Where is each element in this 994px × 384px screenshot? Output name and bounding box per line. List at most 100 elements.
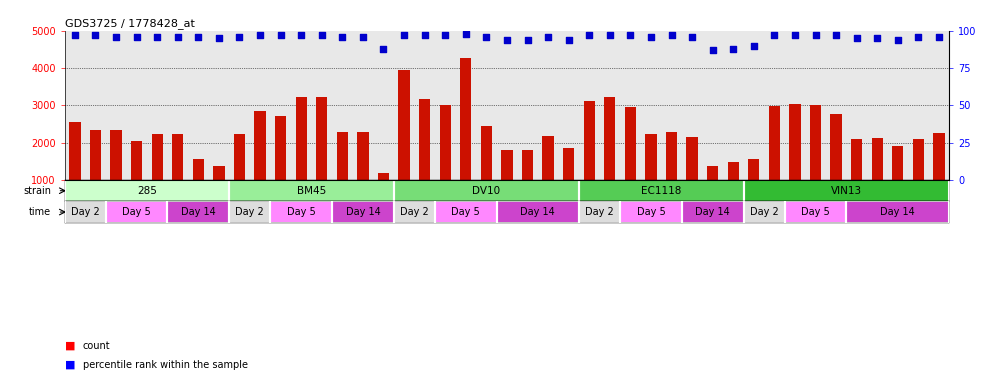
Bar — [682, 202, 744, 222]
Bar — [254, 111, 265, 180]
Bar — [687, 137, 698, 180]
Bar — [270, 202, 332, 222]
Bar — [105, 202, 167, 222]
Point — [108, 34, 124, 40]
Bar — [316, 97, 327, 180]
Bar — [167, 202, 230, 222]
Text: Day 2: Day 2 — [400, 207, 428, 217]
Bar — [933, 132, 944, 180]
Point — [314, 32, 330, 38]
Point — [746, 43, 761, 49]
Point — [478, 34, 494, 40]
Bar — [230, 180, 394, 201]
Text: Day 2: Day 2 — [749, 207, 778, 217]
Point — [807, 32, 823, 38]
Text: VIN13: VIN13 — [831, 186, 862, 196]
Bar — [645, 134, 657, 180]
Text: Day 14: Day 14 — [695, 207, 730, 217]
Text: BM45: BM45 — [297, 186, 326, 196]
Text: Day 5: Day 5 — [801, 207, 830, 217]
Bar — [399, 70, 410, 180]
Point — [787, 32, 803, 38]
Point — [664, 32, 680, 38]
Bar — [604, 97, 615, 180]
Text: count: count — [83, 341, 110, 351]
Text: strain: strain — [23, 186, 52, 196]
Bar — [378, 173, 390, 180]
Point — [334, 34, 350, 40]
Point — [458, 31, 474, 37]
Text: GDS3725 / 1778428_at: GDS3725 / 1778428_at — [65, 18, 195, 30]
Point — [272, 32, 288, 38]
Bar — [784, 202, 847, 222]
Text: Day 5: Day 5 — [636, 207, 665, 217]
Bar — [768, 106, 780, 180]
Bar — [543, 136, 554, 180]
Point — [191, 34, 207, 40]
Text: Day 2: Day 2 — [585, 207, 614, 217]
Point — [890, 36, 906, 43]
Bar — [172, 134, 184, 180]
Text: Day 5: Day 5 — [287, 207, 315, 217]
Text: EC1118: EC1118 — [641, 186, 682, 196]
Point — [397, 32, 413, 38]
Bar — [419, 99, 430, 180]
Point — [540, 34, 556, 40]
Bar — [579, 202, 620, 222]
Point — [684, 34, 700, 40]
Bar — [89, 131, 101, 180]
Bar — [744, 180, 949, 201]
Bar — [893, 146, 904, 180]
Bar — [707, 166, 719, 180]
Text: DV10: DV10 — [472, 186, 500, 196]
Point — [643, 34, 659, 40]
Bar — [789, 104, 800, 180]
Bar — [234, 134, 246, 180]
Point — [170, 34, 186, 40]
Bar — [357, 132, 369, 180]
Bar — [579, 180, 744, 201]
Point — [437, 32, 453, 38]
Bar — [337, 132, 348, 180]
Text: ■: ■ — [65, 341, 76, 351]
Bar — [522, 150, 533, 180]
Bar — [435, 202, 497, 222]
Bar — [847, 202, 949, 222]
Bar — [275, 116, 286, 180]
Bar — [394, 180, 579, 201]
Point — [149, 34, 165, 40]
Bar — [460, 58, 471, 180]
Text: Day 14: Day 14 — [521, 207, 556, 217]
Point — [293, 32, 309, 38]
Text: time: time — [29, 207, 52, 217]
Bar — [501, 150, 513, 180]
Point — [622, 32, 638, 38]
Bar — [394, 202, 435, 222]
Point — [87, 32, 103, 38]
Point — [849, 35, 865, 41]
Text: ■: ■ — [65, 360, 76, 370]
Bar — [624, 107, 636, 180]
Bar — [439, 105, 451, 180]
Point — [232, 34, 248, 40]
Text: 285: 285 — [137, 186, 157, 196]
Point — [67, 32, 83, 38]
Text: Day 5: Day 5 — [122, 207, 151, 217]
Point — [601, 32, 617, 38]
Point — [416, 32, 432, 38]
Text: Day 14: Day 14 — [346, 207, 381, 217]
Bar — [810, 104, 821, 180]
Point — [766, 32, 782, 38]
Bar — [70, 122, 81, 180]
Bar — [230, 202, 270, 222]
Point — [911, 34, 926, 40]
Point — [870, 35, 886, 41]
Bar — [131, 141, 142, 180]
Text: Day 14: Day 14 — [881, 207, 915, 217]
Bar — [620, 202, 682, 222]
Point — [355, 34, 371, 40]
Bar — [830, 114, 842, 180]
Bar — [744, 202, 784, 222]
Point — [561, 36, 577, 43]
Bar — [193, 159, 204, 180]
